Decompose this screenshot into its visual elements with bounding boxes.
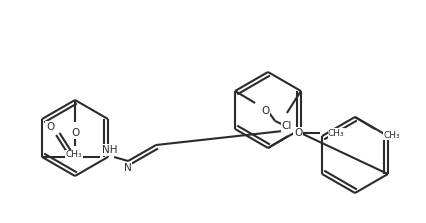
Text: CH₃: CH₃ xyxy=(66,150,82,159)
Text: NH: NH xyxy=(102,145,118,155)
Text: O: O xyxy=(261,106,269,116)
Text: O: O xyxy=(46,122,54,132)
Text: Cl: Cl xyxy=(282,121,292,131)
Text: N: N xyxy=(124,163,132,173)
Text: CH₃: CH₃ xyxy=(328,128,345,138)
Text: CH₃: CH₃ xyxy=(383,131,400,140)
Text: O: O xyxy=(294,128,302,138)
Text: O: O xyxy=(71,128,79,138)
